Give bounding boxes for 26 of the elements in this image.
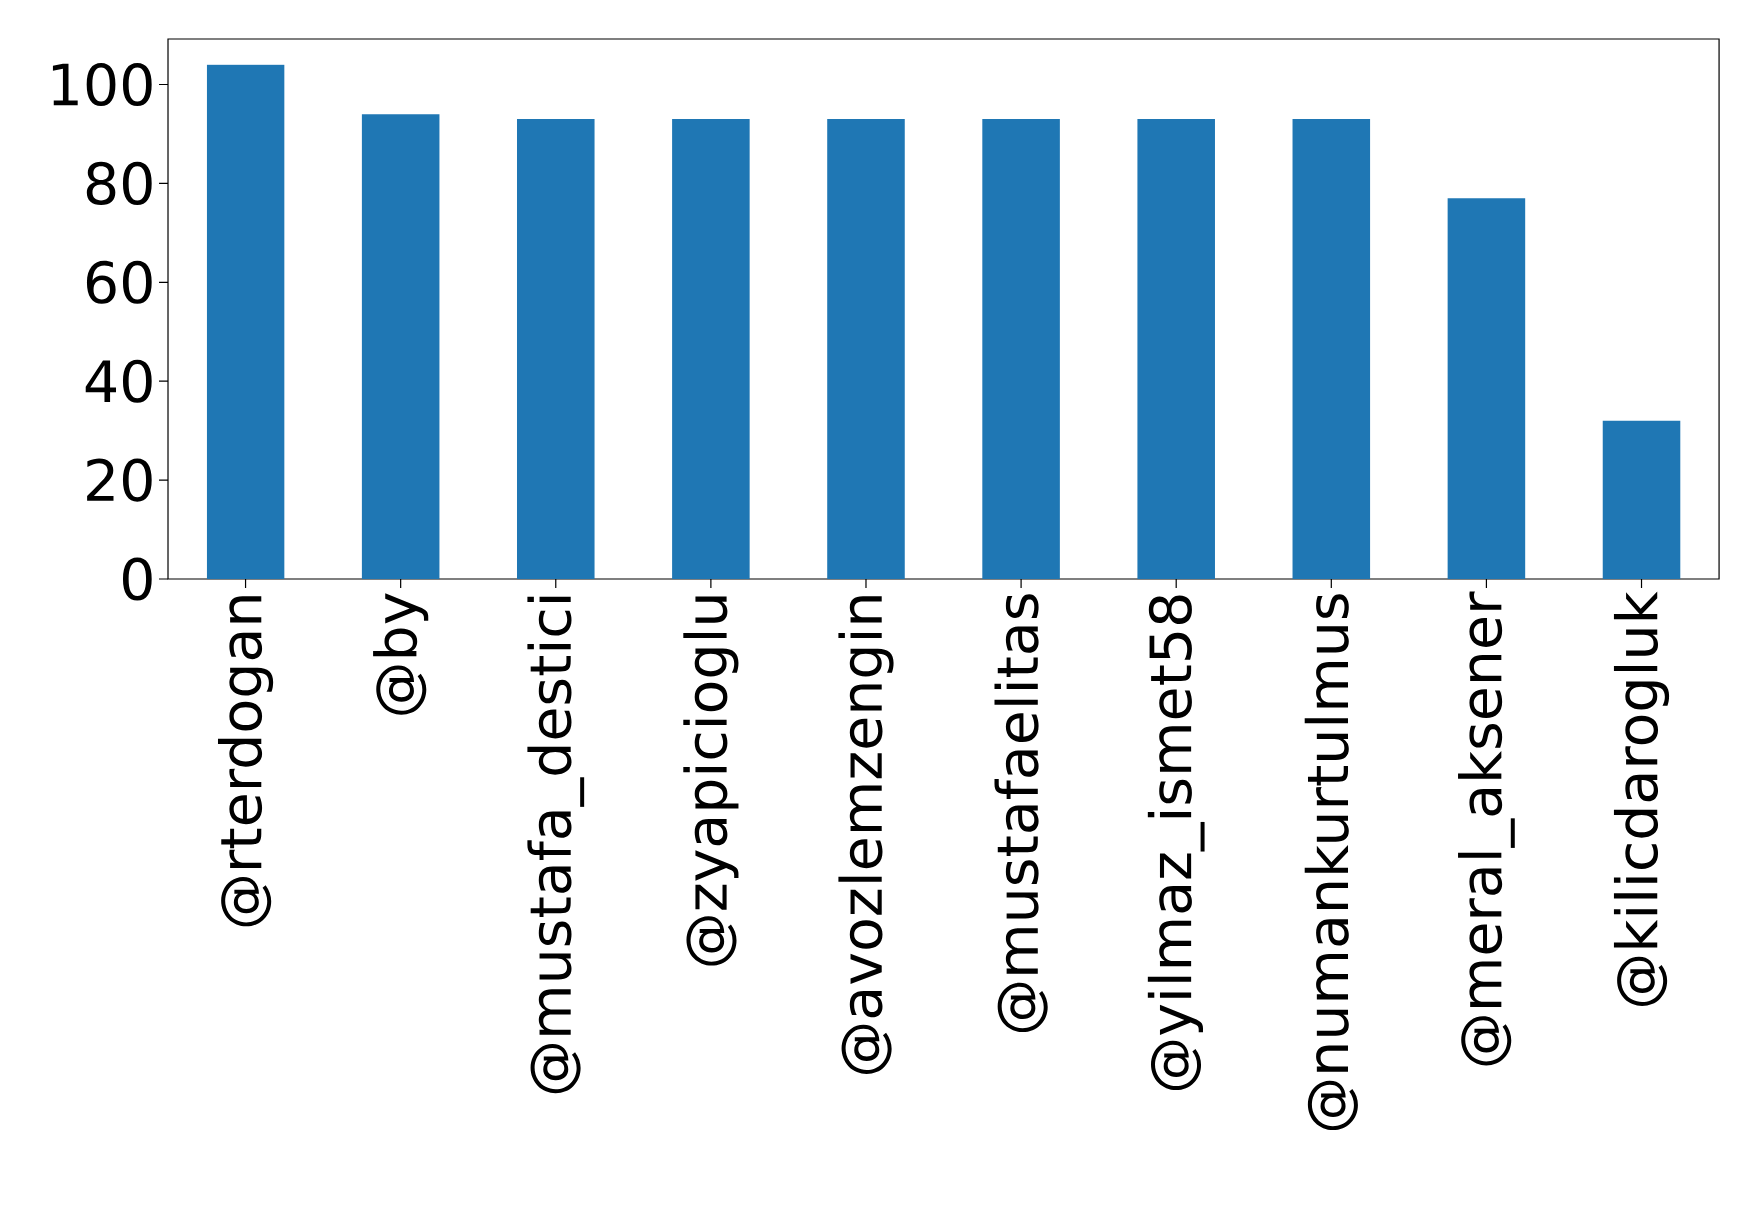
y-tick-label: 100	[52, 62, 152, 107]
x-tick-label: @avozlemzengin	[838, 596, 894, 1074]
bar	[1292, 119, 1371, 579]
y-tick-label: 40	[85, 359, 152, 403]
x-tick-label: @meral_aksener	[1458, 591, 1515, 1066]
y-tick-label: 20	[87, 458, 152, 502]
bar	[1447, 198, 1526, 579]
x-tick-label: @zyapicioglu	[683, 596, 739, 966]
x-tick-label: @numankurtulmus	[1304, 594, 1358, 1131]
bar	[1137, 119, 1215, 579]
x-tick-label: @mustafa_destici	[527, 596, 585, 1094]
x-tick-label: @rterdogan	[217, 596, 274, 927]
x-tick-label: @by	[373, 593, 429, 715]
bar	[672, 119, 750, 579]
x-tick-label: @kilicdarogluk	[1613, 591, 1670, 1006]
bar	[517, 119, 595, 579]
bar	[982, 119, 1060, 579]
bar	[827, 119, 905, 579]
y-tick-label: 60	[86, 260, 152, 304]
y-tick-label: 0	[122, 557, 152, 601]
bar	[206, 64, 285, 579]
y-tick-label: 80	[86, 161, 152, 205]
x-tick-label: @mustafaelitas	[994, 594, 1048, 1033]
bar	[1602, 420, 1681, 579]
bar	[361, 114, 440, 579]
x-tick-label: @yilmaz_ismet58	[1147, 595, 1205, 1091]
